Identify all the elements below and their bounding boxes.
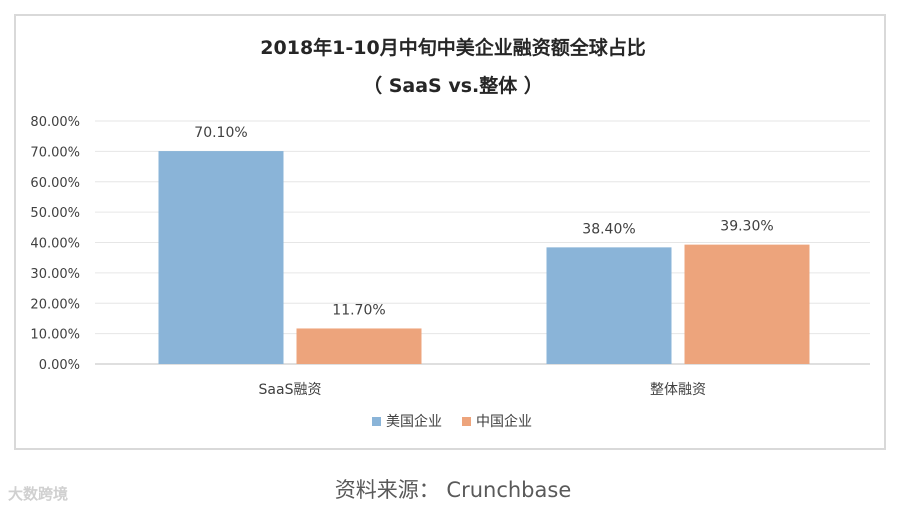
source-note: 资料来源： Crunchbase: [334, 478, 572, 502]
bar-1-1: [684, 244, 810, 364]
y-tick-label: 10.00%: [30, 328, 80, 343]
legend-label: 美国企业: [386, 413, 442, 430]
data-label: 38.40%: [582, 221, 635, 237]
y-tick-label: 60.00%: [30, 176, 80, 191]
chart-frame: 2018年1-10月中旬中美企业融资额全球占比 （ SaaS vs.整体 ） 0.0…: [14, 14, 886, 450]
y-tick-label: 80.00%: [30, 115, 80, 130]
y-tick-label: 20.00%: [30, 297, 80, 312]
y-tick-label: 40.00%: [30, 237, 80, 252]
y-tick-label: 0.00%: [39, 358, 80, 373]
legend-swatch: [372, 417, 381, 426]
y-tick-label: 50.00%: [30, 206, 80, 221]
y-tick-label: 30.00%: [30, 267, 80, 282]
bar-0-1: [296, 328, 422, 364]
x-tick-label: 整体融资: [650, 382, 706, 398]
watermark-logo: 大数跨境: [8, 485, 69, 503]
data-label: 70.10%: [194, 125, 247, 141]
bar-0-0: [158, 151, 284, 364]
x-tick-label: SaaS融资: [259, 382, 322, 398]
chart-title: 2018年1-10月中旬中美企业融资额全球占比: [260, 36, 645, 59]
chart-subtitle: （ SaaS vs.整体 ）: [363, 74, 543, 97]
data-label: 11.70%: [332, 302, 385, 318]
data-label: 39.30%: [720, 219, 773, 235]
legend-swatch: [462, 417, 471, 426]
legend-label: 中国企业: [476, 413, 532, 430]
bar-1-0: [546, 247, 672, 364]
y-tick-label: 70.00%: [30, 145, 80, 160]
